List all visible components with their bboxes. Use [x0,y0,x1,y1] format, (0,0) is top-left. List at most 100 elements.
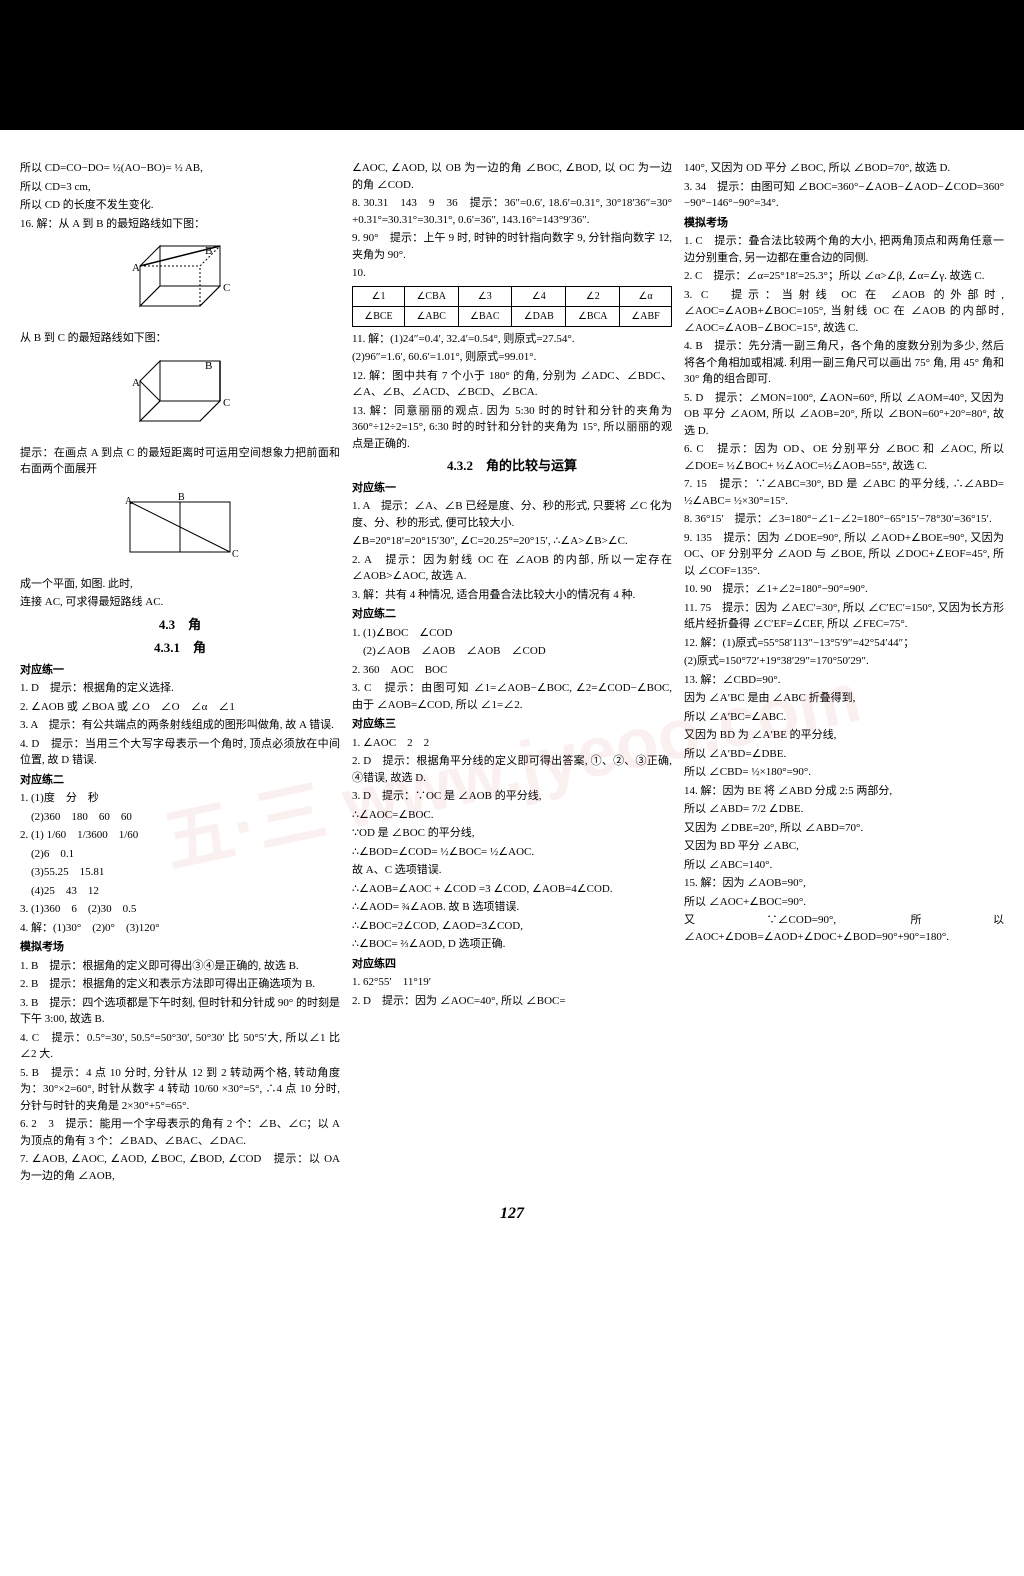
text-line: 7. ∠AOB, ∠AOC, ∠AOD, ∠BOC, ∠BOD, ∠COD 提示… [20,1151,340,1184]
text-line: ∴∠AOB=∠AOC + ∠COD =3 ∠COD, ∠AOB=4∠COD. [352,881,672,898]
svg-text:B: B [178,492,185,503]
text-line: 3. D 提示：∵OC 是 ∠AOB 的平分线, [352,788,672,805]
text-line: 又∵∠COD=90°, 所以 ∠AOC+∠DOB=∠AOD+∠DOC+∠BOD=… [684,912,1004,945]
text-line: (2)原式=150°72′+19°38′29″=170°50′29″. [684,653,1004,670]
text-line: ∴∠BOC=2∠COD, ∠AOD=3∠COD, [352,918,672,935]
text-line: ∠B=20°18′=20°15′30″, ∠C=20.25°=20°15′, ∴… [352,533,672,550]
column-1: 所以 CD=CO−DO= ½(AO−BO)= ½ AB, 所以 CD=3 cm,… [20,160,340,1186]
text-line: 2. 360 AOC BOC [352,662,672,679]
page-content: 所以 CD=CO−DO= ½(AO−BO)= ½ AB, 所以 CD=3 cm,… [0,130,1024,1196]
text-line: 1. B 提示：根据角的定义即可得出③④是正确的, 故选 B. [20,958,340,975]
text-line: 9. 135 提示：因为 ∠DOE=90°, 所以 ∠AOD+∠BOE=90°,… [684,530,1004,580]
text-line: 5. D 提示：∠MON=100°, ∠AON=60°, 所以 ∠AOM=40°… [684,390,1004,440]
text-line: 8. 30.31 143 9 36 提示：36″=0.6′, 18.6′=0.3… [352,195,672,228]
text-line: 连接 AC, 可求得最短路线 AC. [20,594,340,611]
mock-exam-heading: 模拟考场 [20,939,340,956]
svg-text:C: C [232,549,239,560]
text-line: (2)6 0.1 [20,846,340,863]
unfold-diagram: A C B [110,482,250,572]
text-line: 11. 75 提示：因为 ∠AEC′=30°, 所以 ∠C′EC′=150°, … [684,600,1004,633]
text-line: 2. D 提示：根据角平分线的定义即可得出答案, ①、②、③正确, ④错误, 故… [352,753,672,786]
svg-text:C: C [223,397,230,409]
practice-heading: 对应练四 [352,956,672,973]
text-line: 1. A 提示：∠A、∠B 已经是度、分、秒的形式, 只要将 ∠C 化为度、分、… [352,498,672,531]
text-line: 2. D 提示：因为 ∠AOC=40°, 所以 ∠BOC= [352,993,672,1010]
text-line: 3. C 提示：由图可知 ∠1=∠AOB−∠BOC, ∠2=∠COD−∠BOC,… [352,680,672,713]
text-line: 2. C 提示：∠α=25°18′=25.3°；所以 ∠α>∠β, ∠α=∠γ.… [684,268,1004,285]
text-line: 12. 解：(1)原式=55°58′113″−13°5′9″=42°54′44″… [684,635,1004,652]
text-line: ∠AOC, ∠AOD, 以 OB 为一边的角 ∠BOC, ∠BOD, 以 OC … [352,160,672,193]
practice-heading: 对应练一 [352,480,672,497]
table-cell: ∠α [620,286,672,306]
practice-heading: 对应练二 [20,772,340,789]
text-line: 4. 解：(1)30° (2)0° (3)120° [20,920,340,937]
text-line: 所以 ∠ABC=140°. [684,857,1004,874]
top-black-bar [0,0,1024,130]
table-cell: ∠BCA [566,306,620,326]
text-line: 成一个平面, 如图. 此时, [20,576,340,593]
table-cell: ∠2 [566,286,620,306]
text-line: (2)360 180 60 60 [20,809,340,826]
text-line: 所以 ∠ABD= 7/2 ∠DBE. [684,801,1004,818]
text-line: (2)∠AOB ∠AOB ∠AOB ∠COD [352,643,672,660]
text-line: 所以 ∠CBD= ½×180°=90°. [684,764,1004,781]
cube-diagram-1: A B C [110,236,250,326]
table-cell: ∠3 [458,286,512,306]
text-line: 7. 15 提示：∵∠ABC=30°, BD 是 ∠ABC 的平分线, ∴∠AB… [684,476,1004,509]
section-4-3-2: 4.3.2 角的比较与运算 [352,456,672,476]
text-line: 3. B 提示：四个选项都是下午时刻, 但时针和分针成 90° 的时刻是下午 3… [20,995,340,1028]
text-line: 6. 2 3 提示：能用一个字母表示的角有 2 个：∠B、∠C；以 A 为顶点的… [20,1116,340,1149]
text-line: 1. (1)∠BOC ∠COD [352,625,672,642]
table-cell: ∠4 [512,286,566,306]
text-line: 故 A、C 选项错误. [352,862,672,879]
text-line: 所以 CD=3 cm, [20,179,340,196]
text-line: 3. 解：共有 4 种情况, 适合用叠合法比较大小的情况有 4 种. [352,587,672,604]
text-line: 2. (1) 1/60 1/3600 1/60 [20,827,340,844]
svg-text:A: A [132,262,140,274]
text-line: (2)96″=1.6′, 60.6′=1.01°, 则原式=99.01°. [352,349,672,366]
section-4-3-1: 4.3.1 角 [20,638,340,658]
angle-table: ∠1 ∠CBA ∠3 ∠4 ∠2 ∠α ∠BCE ∠ABC ∠BAC ∠DAB … [352,286,672,327]
text-line: 4. C 提示：0.5°=30′, 50.5°=50°30′, 50°30′ 比… [20,1030,340,1063]
text-line: 3. A 提示：有公共端点的两条射线组成的图形叫做角, 故 A 错误. [20,717,340,734]
text-line: 16. 解：从 A 到 B 的最短路线如下图： [20,216,340,233]
text-line: ∴∠BOC= ⅔∠AOD, D 选项正确. [352,936,672,953]
table-cell: ∠DAB [512,306,566,326]
text-line: 提示：在画点 A 到点 C 的最短距离时可运用空间想象力把前面和右面两个面展开 [20,445,340,478]
text-line: 13. 解：同意丽丽的观点. 因为 5:30 时的时针和分针的夹角为 360°÷… [352,403,672,453]
text-line: ∴∠AOD= ¾∠AOB. 故 B 选项错误. [352,899,672,916]
section-4-3: 4.3 角 [20,615,340,635]
text-line: 又因为 BD 平分 ∠ABC, [684,838,1004,855]
text-line: 所以 CD=CO−DO= ½(AO−BO)= ½ AB, [20,160,340,177]
text-line: 所以 ∠AOC+∠BOC=90°. [684,894,1004,911]
text-line: 又因为 ∠DBE=20°, 所以 ∠ABD=70°. [684,820,1004,837]
text-line: 2. ∠AOB 或 ∠BOA 或 ∠O ∠O ∠α ∠1 [20,699,340,716]
text-line: 12. 解：图中共有 7 个小于 180° 的角, 分别为 ∠ADC、∠BDC、… [352,368,672,401]
text-line: 8. 36°15′ 提示：∠3=180°−∠1−∠2=180°−65°15′−7… [684,511,1004,528]
table-cell: ∠1 [353,286,405,306]
table-row: ∠BCE ∠ABC ∠BAC ∠DAB ∠BCA ∠ABF [353,306,672,326]
text-line: 140°, 又因为 OD 平分 ∠BOC, 所以 ∠BOD=70°, 故选 D. [684,160,1004,177]
text-line: 所以 ∠A′BD=∠DBE. [684,746,1004,763]
text-line: 1. ∠AOC 2 2 [352,735,672,752]
text-line: 5. B 提示：4 点 10 分时, 分针从 12 到 2 转动两个格, 转动角… [20,1065,340,1115]
text-line: 又因为 BD 为 ∠A′BE 的平分线, [684,727,1004,744]
table-cell: ∠BCE [353,306,405,326]
text-line: 3. C 提示：当射线 OC 在 ∠AOB 的外部时, ∠AOC=∠AOB+∠B… [684,287,1004,337]
text-line: 14. 解：因为 BE 将 ∠ABD 分成 2:5 两部分, [684,783,1004,800]
text-line: 10. 90 提示：∠1+∠2=180°−90°=90°. [684,581,1004,598]
table-cell: ∠CBA [404,286,458,306]
text-line: 2. B 提示：根据角的定义和表示方法即可得出正确选项为 B. [20,976,340,993]
text-line: 因为 ∠A′BC 是由 ∠ABC 折叠得到, [684,690,1004,707]
text-line: 4. D 提示：当用三个大写字母表示一个角时, 顶点必须放在中间位置, 故 D … [20,736,340,769]
text-line: 13. 解：∠CBD=90°. [684,672,1004,689]
text-line: 10. [352,265,672,282]
text-line: 1. D 提示：根据角的定义选择. [20,680,340,697]
text-line: 9. 90° 提示：上午 9 时, 时钟的时针指向数字 9, 分针指向数字 12… [352,230,672,263]
text-line: (3)55.25 15.81 [20,864,340,881]
practice-heading: 对应练二 [352,606,672,623]
text-line: ∴∠BOD=∠COD= ½∠BOC= ½∠AOC. [352,844,672,861]
text-line: 从 B 到 C 的最短路线如下图： [20,330,340,347]
text-line: 4. B 提示：先分清一副三角尺，各个角的度数分别为多少, 然后将各个角相加或相… [684,338,1004,388]
text-line: 1. 62°55′ 11°19′ [352,974,672,991]
